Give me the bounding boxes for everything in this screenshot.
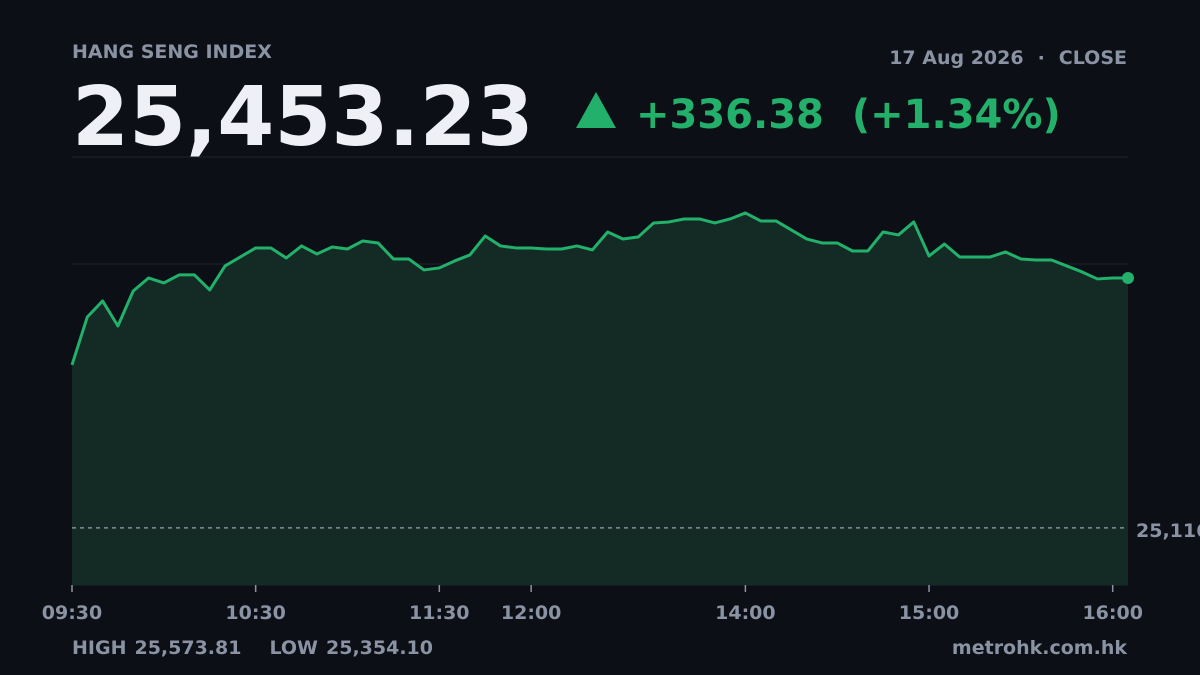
x-tick-label: 12:00 [501,602,561,624]
change-text: +336.38 (+1.34%) [636,92,1061,138]
date: 17 Aug 2026 [889,47,1023,69]
index-title: HANG SENG INDEX [72,41,272,63]
up-arrow [576,92,616,128]
separator: · [1038,47,1045,69]
x-tick-label: 09:30 [42,602,102,624]
change: +336.38 [636,92,824,138]
status: CLOSE [1059,47,1127,69]
source: metrohk.com.hk [952,637,1127,659]
high-label: HIGH [72,637,126,659]
x-tick-label: 11:30 [409,602,469,624]
x-tick-label: 14:00 [715,602,775,624]
last-price: 25,453.23 [72,70,534,165]
low-label: LOW [269,637,318,659]
plot: 09:30 10:30 11:30 12:00 14:00 15:00 16:00 25,11… [42,211,1200,624]
x-tick-label: 15:00 [899,602,959,624]
high-value: 25,573.81 [134,637,241,659]
previous-close-label: 25,116.85 [1136,520,1200,542]
change-pct: (+1.34%) [852,92,1061,138]
low-value: 25,354.10 [326,637,433,659]
session-info: 17 Aug 2026 · CLOSE [889,47,1127,69]
last-point [1122,271,1134,284]
x-tick-label: 16:00 [1082,602,1142,624]
x-tick-label: 10:30 [225,602,285,624]
price-line [70,211,1129,366]
high: HIGH 25,573.81 LOW 25,354.10 [72,637,433,659]
area-fill [72,212,1128,585]
